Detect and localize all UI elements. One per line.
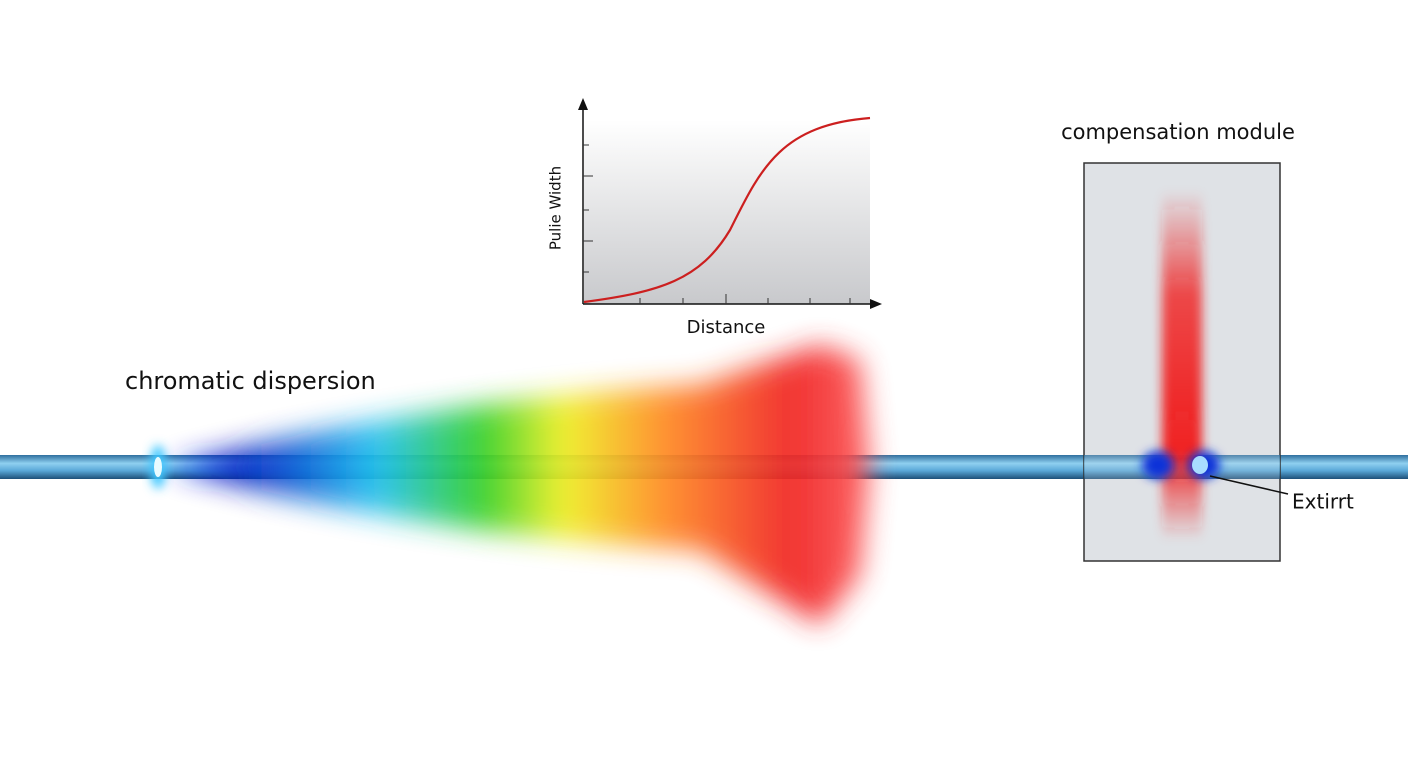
pulse-core: [154, 457, 162, 477]
plot-background: [584, 120, 870, 304]
exit-label: Extirrt: [1292, 490, 1354, 514]
arrow: [578, 98, 588, 110]
module-label: compensation module: [1061, 120, 1295, 144]
pulse: [1142, 451, 1174, 479]
dispersion-label: chromatic dispersion: [125, 367, 376, 395]
spectrum-cone: [170, 345, 870, 625]
y-axis-label: Pulie Width: [547, 166, 565, 250]
curve: [583, 116, 871, 304]
x-axis-label: Distance: [687, 317, 766, 338]
pulse-core: [1192, 456, 1208, 474]
arrow: [870, 299, 882, 309]
inset-graph: Pulie Width Distance: [547, 98, 882, 338]
red-band: [1162, 190, 1202, 540]
ticks: [583, 144, 851, 304]
leader-line: [1209, 475, 1289, 495]
